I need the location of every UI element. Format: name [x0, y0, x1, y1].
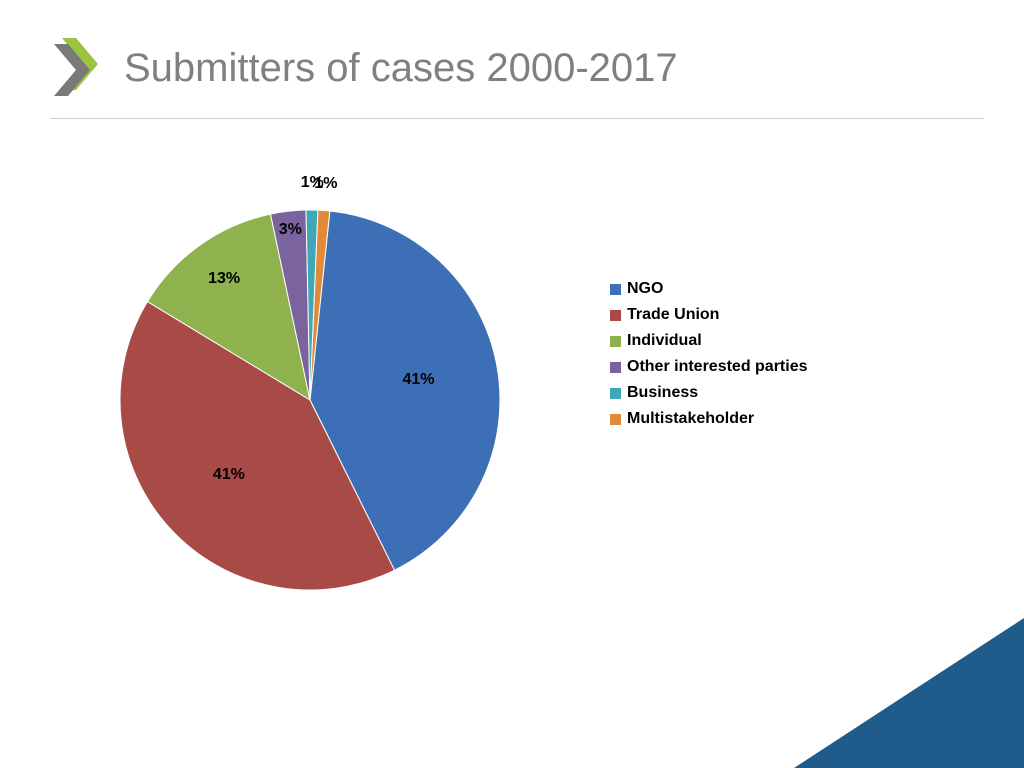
header-rule — [50, 118, 984, 119]
pie-slice-label: 13% — [208, 270, 240, 288]
legend-label: Trade Union — [627, 306, 719, 324]
legend-label: Other interested parties — [627, 358, 808, 376]
legend-item: Trade Union — [610, 306, 808, 324]
legend-label: Business — [627, 384, 698, 402]
slide-title: Submitters of cases 2000-2017 — [124, 46, 678, 91]
legend-label: Individual — [627, 332, 702, 350]
pie-slice-label: 1% — [314, 175, 337, 193]
legend-item: Multistakeholder — [610, 410, 808, 428]
legend-swatch — [610, 388, 621, 399]
oecd-logo — [50, 38, 106, 98]
legend-swatch — [610, 362, 621, 373]
chart-legend: NGO Trade Union Individual Other interested… — [610, 280, 808, 436]
pie-chart: 41%41%13%3%1%1% — [100, 160, 520, 600]
legend-swatch — [610, 336, 621, 347]
legend-label: Multistakeholder — [627, 410, 754, 428]
legend-swatch — [610, 414, 621, 425]
corner-triangle-accent — [794, 618, 1024, 768]
slide-header: Submitters of cases 2000-2017 — [50, 38, 984, 98]
legend-item: Business — [610, 384, 808, 402]
legend-swatch — [610, 284, 621, 295]
legend-swatch — [610, 310, 621, 321]
legend-item: Other interested parties — [610, 358, 808, 376]
pie-slice-label: 41% — [213, 466, 245, 484]
legend-item: NGO — [610, 280, 808, 298]
pie-slice-label: 41% — [402, 371, 434, 389]
legend-item: Individual — [610, 332, 808, 350]
pie-slice-label: 3% — [279, 221, 302, 239]
legend-label: NGO — [627, 280, 663, 298]
